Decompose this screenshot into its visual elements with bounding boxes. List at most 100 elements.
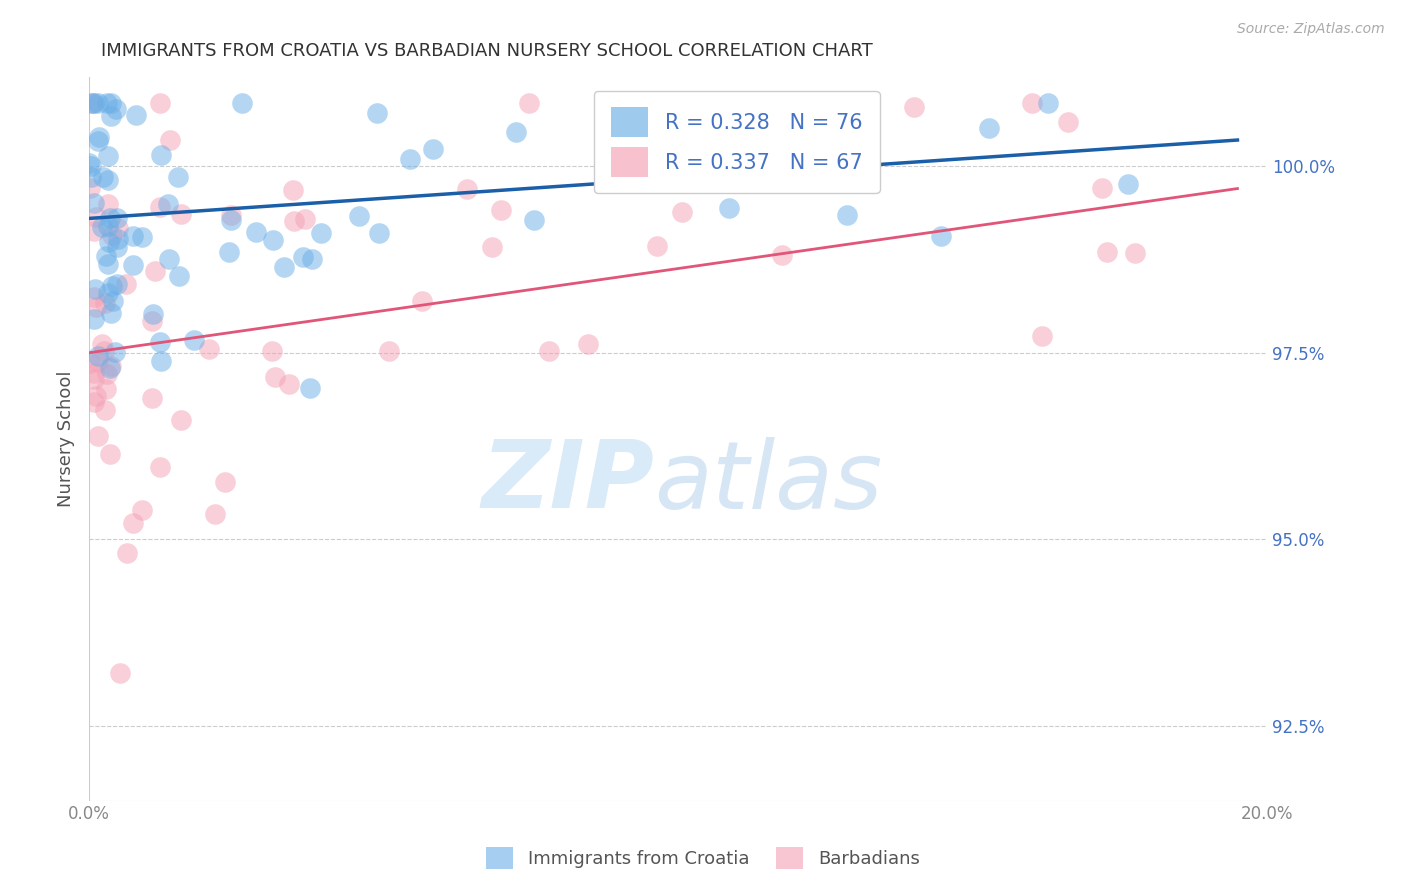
Barbadians xyxy=(1056,115,1078,129)
Barbadians xyxy=(214,475,236,490)
Immigrants from Croatia xyxy=(91,169,114,184)
Barbadians xyxy=(94,382,117,396)
Barbadians xyxy=(1031,329,1053,343)
Barbadians xyxy=(1095,245,1118,260)
Barbadians xyxy=(159,133,181,147)
Immigrants from Croatia xyxy=(96,95,118,110)
Immigrants from Croatia xyxy=(231,95,253,110)
Immigrants from Croatia xyxy=(83,311,105,326)
Barbadians xyxy=(517,95,540,110)
Barbadians xyxy=(107,220,129,235)
Immigrants from Croatia xyxy=(309,226,332,240)
Immigrants from Croatia xyxy=(505,125,527,139)
Immigrants from Croatia xyxy=(100,306,122,320)
Immigrants from Croatia xyxy=(124,108,146,122)
Immigrants from Croatia xyxy=(399,152,422,166)
Immigrants from Croatia xyxy=(169,268,191,283)
Immigrants from Croatia xyxy=(291,251,314,265)
Barbadians xyxy=(198,343,221,357)
Barbadians xyxy=(114,277,136,291)
Barbadians xyxy=(83,395,105,409)
Barbadians xyxy=(204,508,226,522)
Immigrants from Croatia xyxy=(367,226,389,240)
Immigrants from Croatia xyxy=(98,235,121,249)
Barbadians xyxy=(143,264,166,278)
Barbadians xyxy=(115,545,138,559)
Immigrants from Croatia xyxy=(979,120,1001,135)
Immigrants from Croatia xyxy=(810,95,832,110)
Immigrants from Croatia xyxy=(101,278,124,293)
Barbadians xyxy=(645,239,668,253)
Barbadians xyxy=(108,666,131,681)
Immigrants from Croatia xyxy=(105,211,128,225)
Immigrants from Croatia xyxy=(245,225,267,239)
Barbadians xyxy=(576,337,599,351)
Immigrants from Croatia xyxy=(83,95,105,110)
Barbadians xyxy=(93,344,115,359)
Immigrants from Croatia xyxy=(835,208,858,222)
Immigrants from Croatia xyxy=(347,209,370,223)
Text: atlas: atlas xyxy=(654,436,883,527)
Immigrants from Croatia xyxy=(301,252,323,266)
Barbadians xyxy=(86,300,108,314)
Barbadians xyxy=(411,293,433,308)
Immigrants from Croatia xyxy=(157,197,180,211)
Immigrants from Croatia xyxy=(149,335,172,350)
Immigrants from Croatia xyxy=(82,95,104,110)
Immigrants from Croatia xyxy=(718,201,741,215)
Immigrants from Croatia xyxy=(101,293,124,308)
Barbadians xyxy=(131,503,153,517)
Barbadians xyxy=(93,402,115,417)
Text: ZIP: ZIP xyxy=(481,436,654,528)
Barbadians xyxy=(264,370,287,384)
Immigrants from Croatia xyxy=(107,232,129,246)
Immigrants from Croatia xyxy=(218,245,240,260)
Barbadians xyxy=(87,429,110,443)
Barbadians xyxy=(170,413,193,427)
Barbadians xyxy=(804,157,827,171)
Barbadians xyxy=(283,183,305,197)
Barbadians xyxy=(79,356,101,370)
Immigrants from Croatia xyxy=(150,354,173,368)
Barbadians xyxy=(84,210,107,224)
Immigrants from Croatia xyxy=(695,110,717,124)
Barbadians xyxy=(83,289,105,303)
Barbadians xyxy=(148,200,170,214)
Immigrants from Croatia xyxy=(100,361,122,376)
Immigrants from Croatia xyxy=(97,285,120,300)
Barbadians xyxy=(277,377,299,392)
Barbadians xyxy=(83,372,105,386)
Immigrants from Croatia xyxy=(298,381,321,395)
Barbadians xyxy=(100,228,122,243)
Immigrants from Croatia xyxy=(262,233,284,247)
Immigrants from Croatia xyxy=(104,345,127,359)
Barbadians xyxy=(456,182,478,196)
Barbadians xyxy=(149,95,172,110)
Barbadians xyxy=(141,314,163,328)
Immigrants from Croatia xyxy=(97,257,120,271)
Barbadians xyxy=(481,239,503,253)
Barbadians xyxy=(83,366,105,380)
Legend: R = 0.328   N = 76, R = 0.337   N = 67: R = 0.328 N = 76, R = 0.337 N = 67 xyxy=(595,91,880,194)
Barbadians xyxy=(671,205,693,219)
Barbadians xyxy=(903,100,925,114)
Barbadians xyxy=(1123,246,1146,260)
Barbadians xyxy=(79,181,101,195)
Barbadians xyxy=(1091,181,1114,195)
Y-axis label: Nursery School: Nursery School xyxy=(58,370,75,507)
Immigrants from Croatia xyxy=(87,349,110,363)
Immigrants from Croatia xyxy=(91,220,114,235)
Barbadians xyxy=(83,224,105,238)
Barbadians xyxy=(98,447,121,461)
Immigrants from Croatia xyxy=(785,145,807,160)
Immigrants from Croatia xyxy=(1036,95,1059,110)
Immigrants from Croatia xyxy=(183,333,205,347)
Immigrants from Croatia xyxy=(131,230,153,244)
Immigrants from Croatia xyxy=(1116,177,1139,191)
Immigrants from Croatia xyxy=(157,252,180,266)
Immigrants from Croatia xyxy=(219,213,242,227)
Barbadians xyxy=(170,207,193,221)
Barbadians xyxy=(221,208,243,222)
Immigrants from Croatia xyxy=(100,109,122,123)
Text: IMMIGRANTS FROM CROATIA VS BARBADIAN NURSERY SCHOOL CORRELATION CHART: IMMIGRANTS FROM CROATIA VS BARBADIAN NUR… xyxy=(101,42,873,60)
